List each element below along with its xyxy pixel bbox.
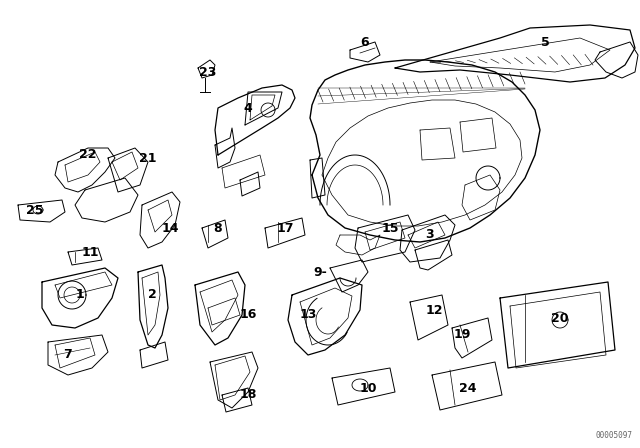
Text: 15: 15: [381, 221, 399, 234]
Text: 19: 19: [453, 328, 470, 341]
Text: 18: 18: [239, 388, 257, 401]
Text: 24: 24: [460, 382, 477, 395]
Text: 3: 3: [426, 228, 435, 241]
Text: 4: 4: [244, 102, 252, 115]
Text: 21: 21: [140, 151, 157, 164]
Text: 25: 25: [26, 203, 44, 216]
Text: 13: 13: [300, 309, 317, 322]
Text: 00005097: 00005097: [595, 431, 632, 440]
Text: 10: 10: [359, 382, 377, 395]
Text: 2: 2: [148, 289, 156, 302]
Text: 1: 1: [76, 289, 84, 302]
Text: 6: 6: [361, 35, 369, 48]
Text: 22: 22: [79, 148, 97, 161]
Text: 7: 7: [63, 349, 72, 362]
Text: 16: 16: [239, 309, 257, 322]
Text: 20: 20: [551, 311, 569, 324]
Text: 11: 11: [81, 246, 99, 258]
Text: 8: 8: [214, 221, 222, 234]
Text: 12: 12: [425, 303, 443, 316]
Text: 14: 14: [161, 221, 179, 234]
Text: 9-: 9-: [313, 266, 327, 279]
Text: 5: 5: [541, 35, 549, 48]
Text: 23: 23: [199, 65, 217, 78]
Text: 17: 17: [276, 221, 294, 234]
